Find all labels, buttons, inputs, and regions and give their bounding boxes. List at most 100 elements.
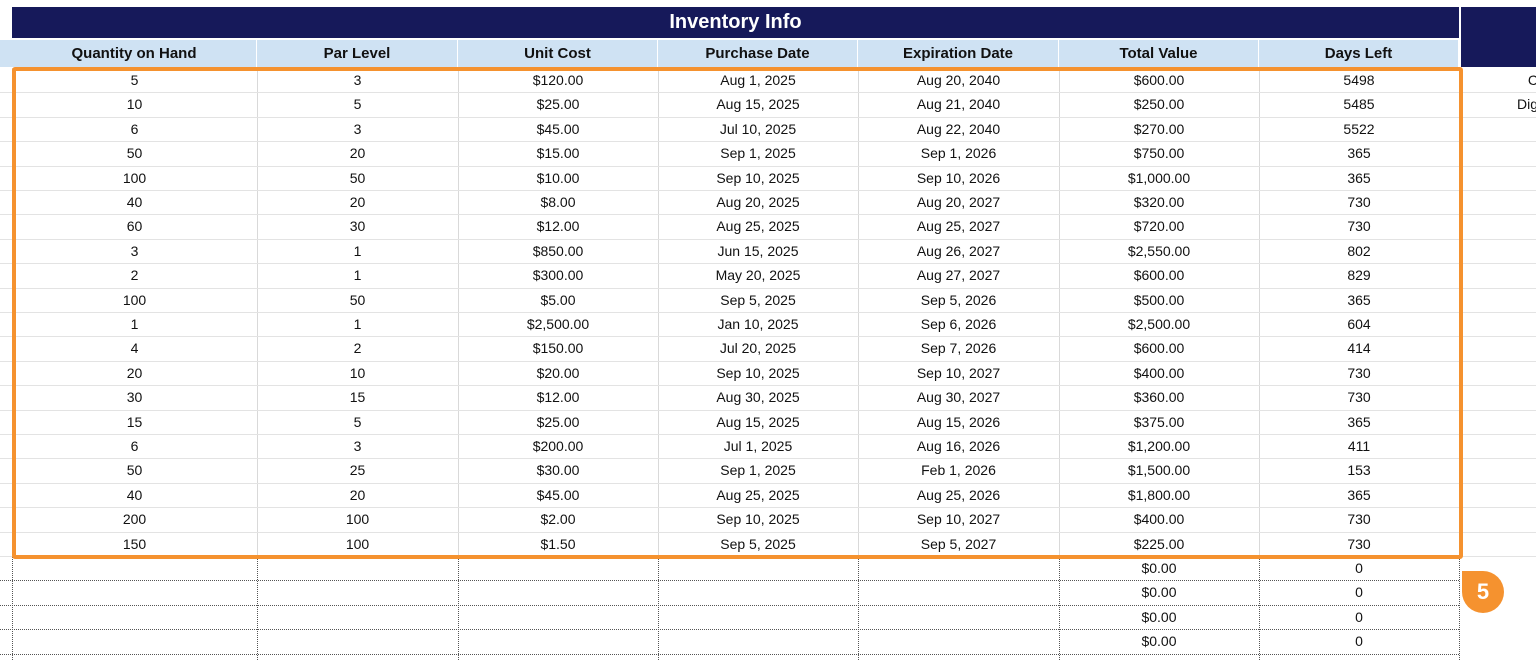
table-cell[interactable]: Jan 10, 2025: [717, 316, 799, 332]
table-cell[interactable]: $25.00: [536, 96, 580, 113]
table-cell[interactable]: 0: [1355, 633, 1363, 650]
table-cell[interactable]: Sep 5, 2027: [920, 535, 997, 552]
table-cell[interactable]: 15: [349, 389, 366, 406]
table-cell[interactable]: $320.00: [1133, 194, 1185, 210]
table-cell[interactable]: 3: [130, 242, 139, 259]
table-cell[interactable]: 20: [126, 364, 143, 381]
table-cell[interactable]: Aug 20, 2027: [916, 194, 1001, 210]
table-cell[interactable]: Aug 25, 2027: [916, 218, 1001, 235]
table-cell[interactable]: 365: [1347, 145, 1371, 162]
table-cell[interactable]: Jun 15, 2025: [717, 242, 799, 259]
table-cell[interactable]: 2: [353, 340, 362, 357]
table-cell[interactable]: $1,500.00: [1127, 462, 1191, 479]
table-cell[interactable]: $30.00: [536, 462, 580, 479]
table-cell[interactable]: $360.00: [1133, 389, 1185, 406]
table-cell[interactable]: $0.00: [1141, 633, 1177, 650]
table-cell[interactable]: 20: [349, 194, 366, 210]
table-cell[interactable]: 730: [1347, 194, 1371, 210]
table-cell[interactable]: Sep 10, 2027: [916, 511, 1001, 528]
table-cell[interactable]: $25.00: [536, 413, 580, 430]
table-cell[interactable]: 50: [349, 169, 366, 186]
table-cell[interactable]: $225.00: [1133, 535, 1185, 552]
table-cell[interactable]: Aug 16, 2026: [916, 438, 1001, 454]
table-cell[interactable]: Sep 6, 2026: [920, 316, 997, 332]
table-cell[interactable]: 1: [130, 316, 139, 332]
table-cell[interactable]: 6: [130, 438, 139, 454]
table-cell[interactable]: 20: [349, 145, 366, 162]
table-cell[interactable]: 3: [353, 72, 362, 88]
table-cell[interactable]: Aug 1, 2025: [720, 72, 796, 88]
table-cell[interactable]: May 20, 2025: [715, 267, 801, 284]
table-cell[interactable]: Aug 15, 2026: [916, 413, 1001, 430]
table-cell[interactable]: 365: [1347, 291, 1371, 308]
table-cell[interactable]: 5: [353, 96, 362, 113]
table-cell[interactable]: 1: [353, 267, 362, 284]
table-cell[interactable]: 414: [1347, 340, 1371, 357]
table-cell[interactable]: Aug 15, 2025: [716, 96, 800, 113]
table-cell[interactable]: $720.00: [1133, 218, 1185, 235]
table-cell[interactable]: $2.00: [540, 511, 576, 528]
table-cell[interactable]: $15.00: [536, 145, 580, 162]
table-cell[interactable]: 0: [1355, 608, 1363, 625]
table-cell[interactable]: Aug 20, 2040: [916, 72, 1001, 88]
table-cell[interactable]: $1,800.00: [1127, 486, 1191, 503]
table-cell[interactable]: $400.00: [1133, 364, 1185, 381]
table-cell[interactable]: 100: [345, 511, 370, 528]
table-cell[interactable]: 50: [349, 291, 366, 308]
table-cell[interactable]: 60: [126, 218, 143, 235]
table-cell[interactable]: Sep 10, 2025: [716, 364, 800, 381]
table-cell[interactable]: $1,200.00: [1127, 438, 1191, 454]
table-cell[interactable]: 829: [1347, 267, 1371, 284]
table-cell[interactable]: 30: [126, 389, 143, 406]
table-cell[interactable]: Aug 30, 2027: [916, 389, 1001, 406]
table-cell[interactable]: $250.00: [1133, 96, 1185, 113]
table-cell[interactable]: Sep 7, 2026: [920, 340, 997, 357]
table-cell[interactable]: 100: [122, 291, 147, 308]
table-cell[interactable]: 100: [122, 169, 147, 186]
table-cell[interactable]: Aug 26, 2027: [916, 242, 1001, 259]
table-cell[interactable]: $12.00: [536, 389, 580, 406]
table-cell[interactable]: 2: [130, 267, 139, 284]
table-cell[interactable]: Jul 10, 2025: [719, 120, 797, 137]
table-cell[interactable]: 604: [1347, 316, 1371, 332]
table-cell[interactable]: 153: [1347, 462, 1371, 479]
table-cell[interactable]: 0: [1355, 560, 1363, 576]
table-cell[interactable]: Aug 22, 2040: [916, 120, 1001, 137]
table-cell[interactable]: $375.00: [1133, 413, 1185, 430]
table-cell[interactable]: Sep 1, 2025: [720, 462, 796, 479]
table-cell[interactable]: 10: [349, 364, 366, 381]
table-cell[interactable]: 730: [1347, 389, 1371, 406]
table-cell[interactable]: Sep 10, 2026: [916, 169, 1001, 186]
table-cell[interactable]: $20.00: [536, 364, 580, 381]
table-cell[interactable]: 5: [353, 413, 362, 430]
table-cell[interactable]: 3: [353, 438, 362, 454]
table-cell[interactable]: 411: [1347, 438, 1371, 454]
table-cell[interactable]: 40: [126, 486, 143, 503]
table-cell[interactable]: $120.00: [532, 72, 584, 88]
table-cell[interactable]: 365: [1347, 413, 1371, 430]
table-cell[interactable]: 5498: [1343, 72, 1375, 88]
table-cell[interactable]: $0.00: [1141, 608, 1177, 625]
table-cell[interactable]: Sep 5, 2025: [720, 291, 796, 308]
table-cell[interactable]: Sep 10, 2025: [716, 511, 800, 528]
table-cell[interactable]: $600.00: [1133, 267, 1185, 284]
table-cell[interactable]: $400.00: [1133, 511, 1185, 528]
table-cell[interactable]: $12.00: [536, 218, 580, 235]
table-cell[interactable]: 802: [1347, 242, 1371, 259]
table-cell[interactable]: $8.00: [540, 194, 576, 210]
table-cell[interactable]: Sep 1, 2026: [920, 145, 997, 162]
table-cell[interactable]: Aug 30, 2025: [716, 389, 800, 406]
table-cell[interactable]: Aug 25, 2025: [716, 486, 800, 503]
table-cell[interactable]: Jul 20, 2025: [719, 340, 797, 357]
table-cell[interactable]: Sep 1, 2025: [720, 145, 796, 162]
table-cell[interactable]: $10.00: [536, 169, 580, 186]
table-cell[interactable]: $850.00: [532, 242, 584, 259]
table-cell[interactable]: 30: [349, 218, 366, 235]
table-cell[interactable]: Jul 1, 2025: [723, 438, 793, 454]
table-cell[interactable]: 40: [126, 194, 143, 210]
table-cell[interactable]: 25: [349, 462, 366, 479]
table-cell[interactable]: $5.00: [540, 291, 576, 308]
table-cell[interactable]: $1.50: [540, 535, 576, 552]
table-cell[interactable]: 1: [353, 316, 362, 332]
table-cell[interactable]: 200: [122, 511, 147, 528]
